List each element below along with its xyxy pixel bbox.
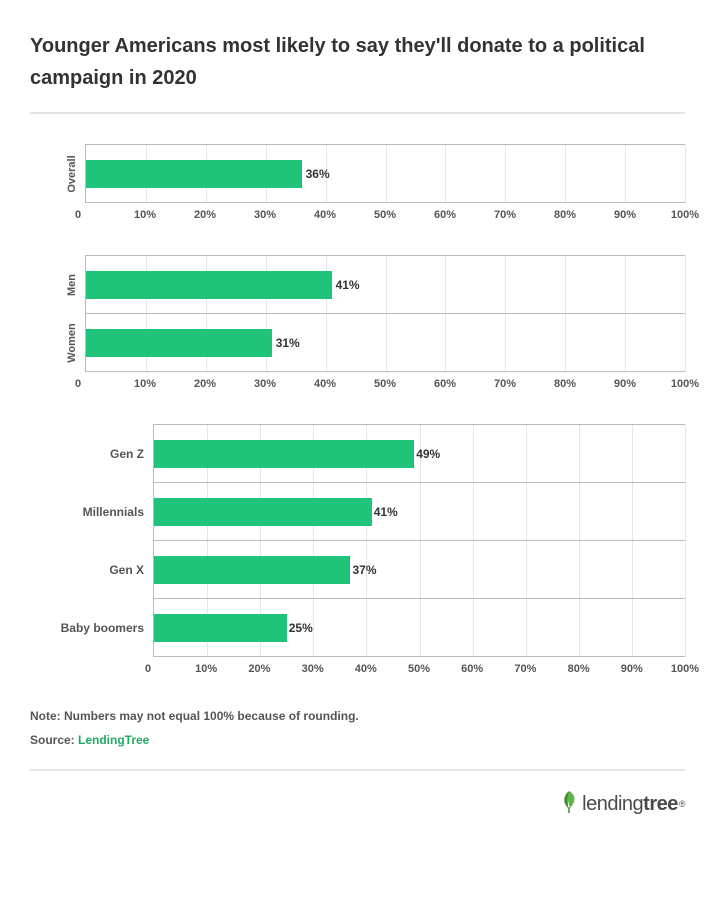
gridline xyxy=(685,145,686,203)
axis-tick: 30% xyxy=(302,663,324,675)
axis-tick: 50% xyxy=(408,663,430,675)
category-label: Millennials xyxy=(31,505,144,519)
bar-value-label: 37% xyxy=(352,563,376,577)
axis-tick: 60% xyxy=(434,378,456,390)
axis-tick: 10% xyxy=(195,663,217,675)
bar-value-label: 36% xyxy=(306,167,330,181)
axis-tick: 0 xyxy=(75,378,81,390)
axis-tick: 60% xyxy=(461,663,483,675)
axis-tick: 10% xyxy=(134,378,156,390)
axis-tick: 60% xyxy=(434,209,456,221)
leaf-icon xyxy=(558,789,580,813)
bar-row: Overall36% xyxy=(86,145,685,203)
category-label: Gen Z xyxy=(31,447,144,461)
chart-generation-xaxis: 010%20%30%40%50%60%70%80%90%100% xyxy=(153,663,685,681)
bar-value-label: 41% xyxy=(374,505,398,519)
axis-tick: 20% xyxy=(194,378,216,390)
bar xyxy=(154,556,350,584)
axis-tick: 80% xyxy=(554,378,576,390)
axis-tick: 20% xyxy=(248,663,270,675)
bar-value-label: 31% xyxy=(276,336,300,350)
source-link[interactable]: LendingTree xyxy=(78,733,149,747)
chart-gender: Men41%Women31% 010%20%30%40%50%60%70%80%… xyxy=(30,255,685,396)
axis-tick: 100% xyxy=(671,378,699,390)
lendingtree-logo: lendingtree® xyxy=(558,789,685,819)
axis-tick: 90% xyxy=(621,663,643,675)
axis-tick: 0 xyxy=(145,663,151,675)
axis-tick: 30% xyxy=(254,378,276,390)
axis-tick: 50% xyxy=(374,209,396,221)
bar-row: Gen Z49% xyxy=(154,425,685,483)
footer-divider xyxy=(30,769,685,771)
axis-tick: 30% xyxy=(254,209,276,221)
chart-overall-xaxis: 010%20%30%40%50%60%70%80%90%100% xyxy=(85,209,685,227)
bar-row: Gen X37% xyxy=(154,541,685,599)
bar xyxy=(86,271,332,299)
logo-text-tree: tree xyxy=(643,793,678,816)
axis-tick: 20% xyxy=(194,209,216,221)
axis-tick: 10% xyxy=(134,209,156,221)
bar-row: Millennials41% xyxy=(154,483,685,541)
axis-tick: 50% xyxy=(374,378,396,390)
bar xyxy=(154,614,287,642)
axis-tick: 80% xyxy=(568,663,590,675)
chart-gender-plot: Men41%Women31% xyxy=(85,255,685,372)
gridline xyxy=(685,256,686,372)
source-prefix: Source: xyxy=(30,733,78,747)
bar xyxy=(86,329,272,357)
axis-tick: 90% xyxy=(614,209,636,221)
chart-overall: Overall36% 010%20%30%40%50%60%70%80%90%1… xyxy=(30,144,685,227)
category-label: Overall xyxy=(66,146,78,202)
chart-note: Note: Numbers may not equal 100% because… xyxy=(30,709,685,723)
axis-tick: 0 xyxy=(75,209,81,221)
axis-tick: 100% xyxy=(671,209,699,221)
chart-generation: Gen Z49%Millennials41%Gen X37%Baby boome… xyxy=(30,424,685,681)
chart-gender-xaxis: 010%20%30%40%50%60%70%80%90%100% xyxy=(85,378,685,396)
bar-row: Baby boomers25% xyxy=(154,599,685,657)
logo-text-lending: lending xyxy=(582,793,643,816)
axis-tick: 80% xyxy=(554,209,576,221)
axis-tick: 70% xyxy=(514,663,536,675)
chart-source: Source: LendingTree xyxy=(30,733,685,747)
axis-tick: 40% xyxy=(314,378,336,390)
gridline xyxy=(685,425,686,657)
chart-overall-plot: Overall36% xyxy=(85,144,685,203)
chart-generation-plot: Gen Z49%Millennials41%Gen X37%Baby boome… xyxy=(153,424,685,657)
logo-row: lendingtree® xyxy=(30,789,685,819)
bar xyxy=(154,498,372,526)
category-label: Gen X xyxy=(31,563,144,577)
title-divider xyxy=(30,112,685,114)
axis-tick: 40% xyxy=(355,663,377,675)
bar-value-label: 41% xyxy=(336,278,360,292)
bar-row: Women31% xyxy=(86,314,685,372)
bar xyxy=(86,160,302,188)
logo-registered: ® xyxy=(679,799,685,809)
axis-tick: 90% xyxy=(614,378,636,390)
axis-tick: 40% xyxy=(314,209,336,221)
bar-row: Men41% xyxy=(86,256,685,314)
chart-title: Younger Americans most likely to say the… xyxy=(30,30,685,94)
category-label: Men xyxy=(66,257,78,313)
category-label: Women xyxy=(66,315,78,371)
axis-tick: 100% xyxy=(671,663,699,675)
axis-tick: 70% xyxy=(494,378,516,390)
axis-tick: 70% xyxy=(494,209,516,221)
bar xyxy=(154,440,414,468)
bar-value-label: 25% xyxy=(289,621,313,635)
bar-value-label: 49% xyxy=(416,447,440,461)
category-label: Baby boomers xyxy=(31,621,144,635)
